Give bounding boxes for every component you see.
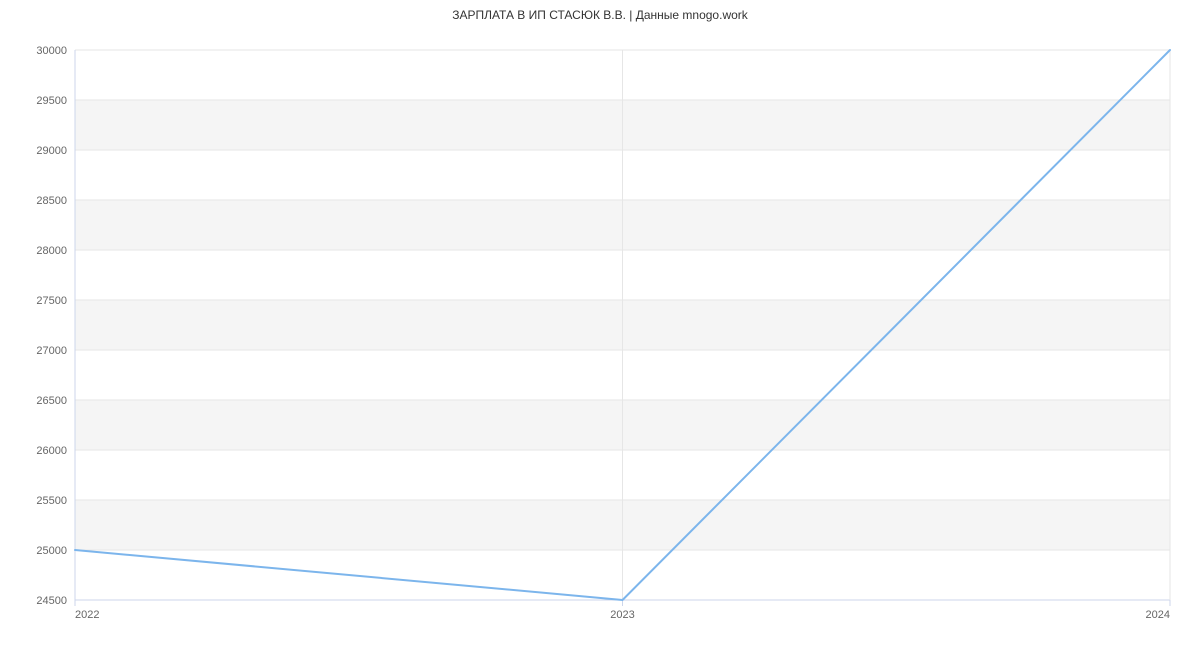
y-tick-label: 29000 (36, 145, 67, 157)
y-tick-label: 24500 (36, 595, 67, 607)
y-tick-label: 27500 (36, 295, 67, 307)
x-tick-label: 2024 (1146, 609, 1170, 621)
salary-line-chart: ЗАРПЛАТА В ИП СТАСЮК В.В. | Данные mnogo… (0, 0, 1200, 650)
y-tick-label: 25500 (36, 495, 67, 507)
chart-title: ЗАРПЛАТА В ИП СТАСЮК В.В. | Данные mnogo… (0, 8, 1200, 22)
y-tick-label: 25000 (36, 545, 67, 557)
y-tick-label: 28000 (36, 245, 67, 257)
y-tick-label: 30000 (36, 45, 67, 57)
y-tick-label: 26000 (36, 445, 67, 457)
y-tick-label: 27000 (36, 345, 67, 357)
y-tick-label: 29500 (36, 95, 67, 107)
y-tick-label: 28500 (36, 195, 67, 207)
x-tick-label: 2023 (610, 609, 634, 621)
chart-svg: 24500 25000 25500 26000 26500 27000 27500 28000… (0, 0, 1200, 650)
y-tick-label: 26500 (36, 395, 67, 407)
x-tick-label: 2022 (75, 609, 99, 621)
